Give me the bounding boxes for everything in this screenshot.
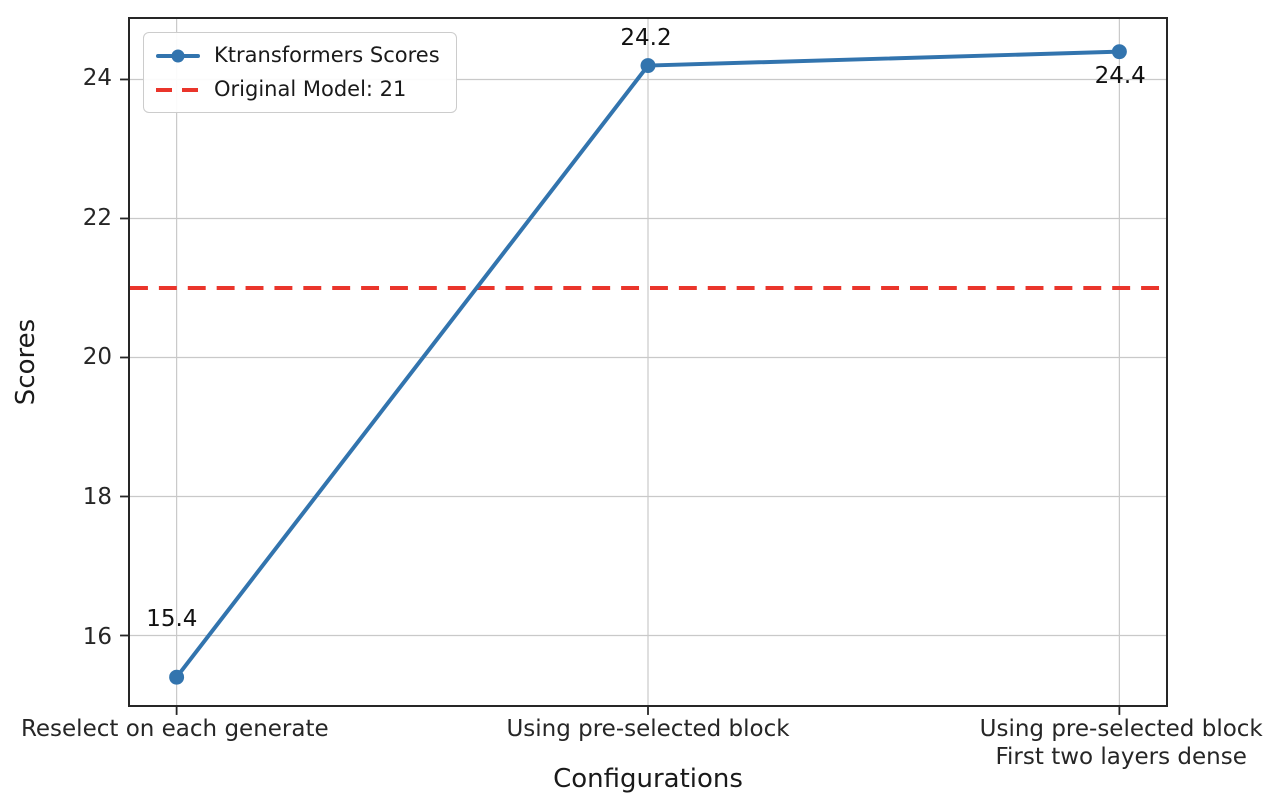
chart-canvas (120, 19, 1166, 715)
y-axis-label: Scores (11, 318, 41, 406)
legend: Ktransformers Scores Original Model: 21 (143, 32, 457, 114)
legend-item-series: Ktransformers Scores (156, 43, 440, 68)
x-tick-label: Using pre-selected block (506, 716, 790, 742)
legend-refline-label: Original Model: 21 (214, 77, 407, 102)
legend-series-label: Ktransformers Scores (214, 43, 440, 67)
data-point-marker (1111, 44, 1127, 60)
y-tick-label: 18 (82, 484, 112, 511)
y-tick-label: 22 (82, 204, 112, 231)
marker-dot-icon (171, 49, 185, 63)
x-axis-label: Configurations (553, 764, 743, 794)
data-point-label: 15.4 (146, 606, 198, 633)
legend-item-refline: Original Model: 21 (156, 77, 440, 102)
data-point-label: 24.4 (1094, 62, 1146, 89)
y-tick-label: 24 (82, 64, 112, 91)
data-point-marker (640, 58, 656, 74)
x-tick-label: Reselect on each generate (20, 716, 329, 742)
dashed-line-sample-icon (156, 87, 200, 93)
y-tick-label: 20 (82, 344, 112, 371)
plot-area: Ktransformers Scores Original Model: 21 (120, 17, 1168, 715)
data-point-marker (169, 669, 185, 685)
data-point-label: 24.2 (620, 24, 672, 51)
y-tick-label: 16 (82, 624, 112, 651)
line-marker-sample-icon (156, 49, 200, 63)
x-tick-label: Using pre-selected block First two layers… (979, 716, 1263, 770)
